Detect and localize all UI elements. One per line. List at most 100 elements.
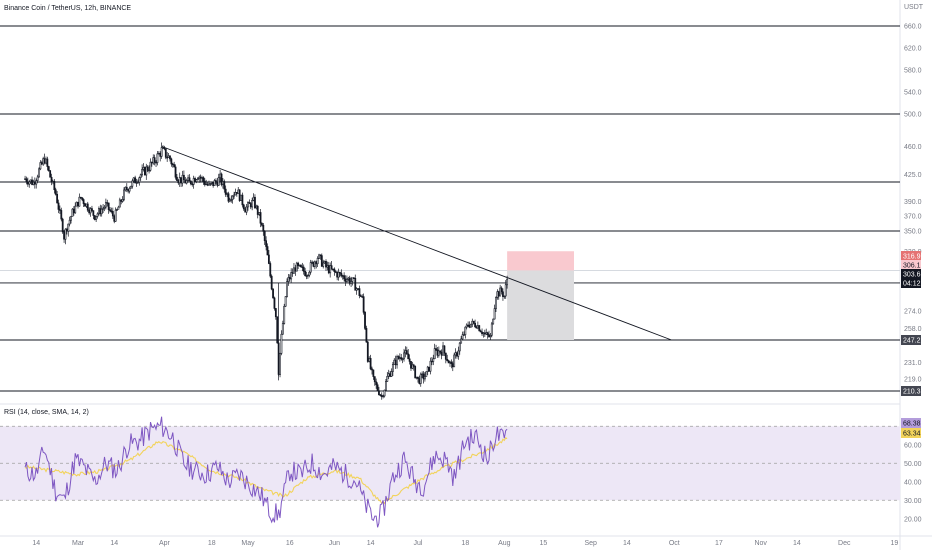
candle-down	[267, 254, 270, 264]
candle-up	[135, 182, 138, 184]
candle-up	[35, 180, 38, 185]
candle-down	[81, 197, 84, 200]
candle-up	[471, 320, 474, 325]
candle-down	[72, 208, 75, 214]
candle-up	[309, 262, 312, 273]
candle-down	[475, 326, 478, 329]
candle-up	[393, 359, 396, 365]
candle-down	[375, 381, 378, 386]
candle-down	[270, 275, 273, 290]
candle-down	[319, 254, 322, 256]
candle-up	[350, 281, 352, 284]
candle-up	[283, 305, 286, 324]
candle-down	[33, 181, 36, 185]
candle-down	[340, 272, 343, 276]
level-247-tag-bg	[901, 335, 921, 345]
x-tick-label: 19	[891, 540, 899, 547]
candle-up	[39, 162, 42, 170]
candle-down	[91, 208, 93, 211]
candle-down	[263, 231, 266, 241]
y-tick-label: 390.0	[904, 199, 922, 206]
candle-up	[298, 264, 301, 267]
x-tick-label: Mar	[72, 540, 85, 547]
candle-up	[228, 199, 231, 202]
candle-down	[224, 188, 227, 195]
candle-down	[92, 210, 95, 216]
candle-down	[50, 176, 53, 183]
candle-down	[216, 181, 219, 186]
candle-up	[421, 373, 424, 375]
rsi-sma-value-tag-bg	[901, 428, 921, 438]
candle-up	[42, 158, 45, 165]
candle-down	[265, 240, 267, 247]
candle-down	[474, 322, 476, 328]
candle-down	[180, 177, 183, 184]
candle-up	[28, 181, 31, 185]
candle-down	[372, 369, 375, 377]
candle-down	[262, 224, 265, 232]
candle-up	[398, 357, 401, 359]
candle-down	[212, 181, 215, 186]
candle-down	[446, 359, 449, 362]
candle-down	[25, 178, 28, 183]
candle-down	[467, 324, 470, 327]
candle-up	[391, 364, 394, 372]
candle-up	[329, 265, 332, 274]
candle-up	[198, 176, 201, 180]
candle-up	[279, 353, 281, 375]
candle-up	[457, 350, 460, 357]
candle-up	[415, 376, 418, 379]
candle-down	[61, 218, 64, 233]
take-profit-zone[interactable]	[507, 270, 574, 340]
candle-up	[426, 366, 429, 372]
candle-down	[256, 205, 259, 215]
candle-down	[54, 189, 57, 195]
candle-down	[273, 297, 276, 309]
candle-down	[88, 209, 91, 214]
candle-down	[500, 287, 503, 293]
candle-up	[195, 179, 198, 182]
candle-down	[164, 148, 167, 158]
rsi-y-tick-label: 30.00	[904, 498, 922, 505]
candle-down	[153, 157, 156, 163]
candle-up	[255, 205, 258, 209]
candle-down	[410, 361, 412, 369]
candle-down	[191, 183, 194, 185]
candle-down	[49, 170, 52, 178]
candle-down	[113, 215, 116, 222]
candle-down	[447, 360, 450, 364]
candle-up	[326, 265, 329, 268]
candle-up	[230, 199, 233, 201]
candle-down	[486, 332, 489, 335]
candle-down	[407, 353, 410, 360]
candles	[24, 142, 509, 400]
candle-down	[304, 271, 307, 276]
candle-down	[109, 209, 111, 212]
candle-up	[96, 213, 99, 217]
candle-up	[458, 342, 461, 352]
candle-down	[379, 394, 382, 396]
candle-up	[131, 180, 134, 187]
candle-down	[173, 164, 176, 168]
price-tags: 316.9 306.1 303.6 04:12:02 247.2 210.3 68.38 63…	[901, 251, 930, 438]
candle-down	[238, 189, 241, 201]
candle-down	[481, 331, 483, 335]
candle-down	[440, 351, 443, 356]
candle-up	[464, 326, 467, 335]
candle-up	[85, 203, 88, 207]
candle-up	[114, 209, 117, 222]
candle-up	[461, 334, 464, 340]
candle-down	[288, 277, 291, 280]
descending-trendline[interactable]	[161, 145, 672, 341]
short-position-tool[interactable]	[507, 251, 574, 340]
level-247-tag: 247.2	[903, 338, 921, 345]
candle-up	[160, 147, 163, 157]
level-210-tag-bg	[901, 386, 921, 396]
trendline-group[interactable]	[161, 145, 672, 341]
candle-down	[302, 266, 305, 272]
candle-down	[194, 178, 196, 182]
candle-up	[75, 201, 78, 207]
candle-up	[403, 352, 405, 360]
candle-down	[362, 296, 365, 313]
candle-up	[118, 199, 121, 208]
